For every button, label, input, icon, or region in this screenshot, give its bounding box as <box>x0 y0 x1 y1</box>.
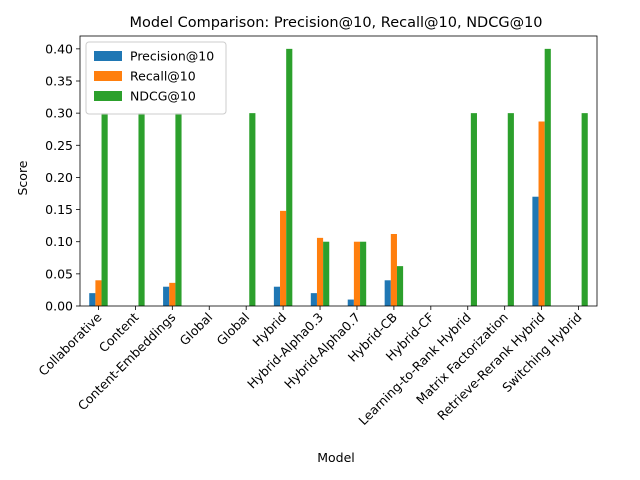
bar-ndcg-10-5 <box>286 48 293 307</box>
legend-label: Recall@10 <box>130 69 196 84</box>
bar-precision-10-12 <box>532 196 539 306</box>
bar-ndcg-10-0 <box>101 113 108 306</box>
legend-swatch <box>94 91 122 101</box>
y-tick-label: 0.25 <box>45 138 73 153</box>
legend-label: NDCG@10 <box>130 89 196 104</box>
bar-recall-10-2 <box>169 282 176 306</box>
legend-label: Precision@10 <box>130 49 214 64</box>
bar-ndcg-10-4 <box>249 113 256 306</box>
bar-recall-10-8 <box>390 234 397 306</box>
plot-frame <box>79 35 598 307</box>
bar-recall-10-0 <box>95 280 102 306</box>
bar-recall-10-7 <box>353 241 361 306</box>
chart-title: Model Comparison: Precision@10, Recall@1… <box>129 15 542 31</box>
bar-precision-10-6 <box>310 293 317 306</box>
y-tick-label: 0.30 <box>45 106 73 121</box>
bar-ndcg-10-1 <box>138 113 145 306</box>
bar-precision-10-5 <box>273 286 281 306</box>
bar-ndcg-10-7 <box>360 241 367 306</box>
bar-recall-10-12 <box>538 121 545 306</box>
bar-precision-10-7 <box>347 299 354 306</box>
y-tick-label: 0.00 <box>45 299 73 314</box>
bar-ndcg-10-13 <box>581 113 588 306</box>
y-axis-label: Score <box>15 160 30 195</box>
bar-precision-10-2 <box>163 286 170 306</box>
bar-precision-10-8 <box>384 280 391 306</box>
y-tick-label: 0.40 <box>45 41 73 56</box>
y-tick-label: 0.05 <box>45 266 73 281</box>
legend: Precision@10 Recall@10 NDCG@10 <box>85 41 227 115</box>
legend-swatch <box>94 51 122 61</box>
bar-ndcg-10-8 <box>396 266 404 306</box>
legend-swatch <box>94 71 122 81</box>
bar-ndcg-10-6 <box>323 241 330 306</box>
bars-layer <box>89 48 588 307</box>
x-axis-label: Model <box>317 450 355 465</box>
y-tick-label: 0.15 <box>45 202 73 217</box>
bar-recall-10-5 <box>280 210 287 306</box>
bar-ndcg-10-10 <box>470 113 477 306</box>
bar-ndcg-10-2 <box>175 113 182 306</box>
y-tick-label: 0.20 <box>45 170 73 185</box>
bar-ndcg-10-11 <box>507 113 514 306</box>
y-tick-label: 0.10 <box>45 234 73 249</box>
bar-precision-10-0 <box>89 293 96 306</box>
bar-recall-10-6 <box>316 237 324 306</box>
y-tick-label: 0.35 <box>45 74 73 89</box>
bar-ndcg-10-12 <box>544 48 551 307</box>
